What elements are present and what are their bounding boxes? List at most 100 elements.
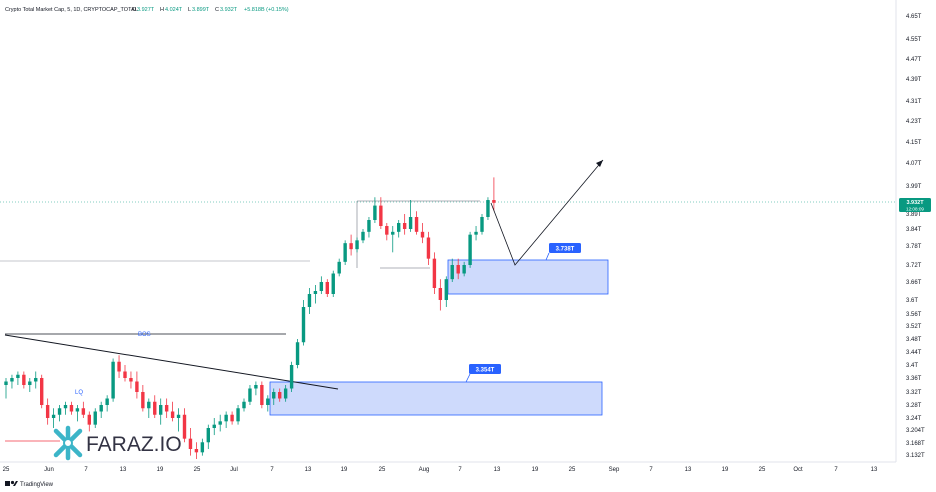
candle-body: [176, 414, 181, 418]
candle: [230, 411, 234, 425]
current-price-tag: 3.932T 12:08:09: [899, 198, 931, 212]
candle-body: [397, 223, 401, 232]
candle-body: [373, 205, 377, 220]
price-axis[interactable]: 4.65T 4.55T 4.47T 4.39T 4.31T 4.23T 4.15T 4.07T…: [906, 14, 925, 459]
time-tick-label: 19: [157, 467, 164, 473]
price-tick-label: 3.32T: [906, 390, 922, 396]
candle-body: [438, 288, 443, 300]
descending-trendline[interactable]: [4, 334, 339, 390]
open-label: O: [132, 7, 137, 13]
candle-body: [218, 421, 222, 425]
candle-body: [480, 217, 484, 232]
candle: [69, 401, 74, 415]
candle: [361, 229, 365, 244]
candle-body: [319, 282, 324, 291]
candle-body: [81, 408, 86, 415]
candle: [194, 442, 199, 459]
candle: [325, 279, 329, 297]
demand-zone-lower[interactable]: [269, 381, 603, 416]
time-tick-label: 19: [532, 467, 539, 473]
candle-body: [159, 405, 163, 415]
price-tick-label: 4.55T: [906, 37, 922, 43]
candle-body: [289, 365, 294, 389]
candle-body: [283, 388, 288, 399]
demand-zone-upper[interactable]: [447, 259, 609, 295]
time-tick-label: 13: [494, 467, 501, 473]
candle: [397, 220, 401, 238]
candle-body: [432, 258, 437, 288]
candle: [182, 408, 187, 443]
price-tick-label: 4.31T: [906, 99, 922, 105]
candle-body: [123, 371, 127, 378]
price-tick-label: 3.66T: [906, 280, 922, 286]
candle-body: [40, 378, 44, 405]
candle-body: [99, 405, 103, 412]
price-tick-label: 4.15T: [906, 140, 922, 146]
price-tick-label: 3.36T: [906, 376, 922, 382]
candle-body: [355, 240, 359, 250]
candle: [408, 200, 413, 232]
candle-body: [260, 385, 264, 405]
candle-body: [361, 231, 365, 241]
price-tick-label: 3.52T: [906, 324, 922, 330]
candle: [468, 231, 472, 268]
candle-body: [93, 411, 97, 425]
low-value: 3.899T: [192, 7, 210, 13]
candle: [385, 223, 389, 241]
time-tick-label: 7: [458, 467, 462, 473]
price-tag-countdown: 12:08:09: [906, 207, 924, 212]
candle-body: [147, 401, 151, 409]
candle: [117, 355, 121, 378]
candle-body: [135, 381, 139, 392]
candle: [212, 418, 216, 436]
candle-body: [337, 261, 341, 274]
price-tick-label: 3.44T: [906, 350, 922, 356]
candle-body: [63, 405, 68, 409]
candle: [313, 285, 318, 304]
tradingview-brand: TradingView: [20, 482, 54, 488]
price-tick-label: 3.84T: [906, 227, 922, 233]
candle: [93, 408, 97, 428]
time-tick-label: Sep: [609, 467, 620, 473]
price-tick-label: 4.47T: [906, 57, 922, 63]
projection-path[interactable]: [490, 159, 604, 266]
candle-body: [69, 405, 74, 412]
candle: [474, 226, 478, 241]
zone-upper-callout: 3.738T: [545, 243, 581, 261]
candle-body: [486, 200, 490, 217]
candle-body: [45, 405, 50, 418]
candle: [51, 408, 56, 428]
open-value: 3.927T: [137, 7, 155, 13]
candle: [414, 211, 419, 235]
candle: [426, 231, 431, 265]
price-tick-label: 3.168T: [906, 441, 925, 447]
price-tick-label: 3.48T: [906, 337, 922, 343]
low-label: L: [188, 7, 191, 13]
candle: [10, 374, 14, 389]
time-tick-label: 25: [569, 467, 576, 473]
candle-body: [34, 378, 38, 382]
candle: [188, 428, 193, 456]
price-tick-label: 4.07T: [906, 161, 922, 167]
candle: [373, 197, 377, 223]
candle: [141, 385, 145, 412]
candle: [367, 217, 371, 238]
price-tick-label: 3.99T: [906, 184, 922, 190]
logo-mark-icon: [53, 425, 83, 461]
time-tick-label: Jun: [44, 467, 54, 473]
candle: [111, 358, 115, 402]
candle-body: [4, 381, 8, 385]
candle-body: [414, 217, 419, 232]
candle-body: [22, 374, 26, 385]
time-axis[interactable]: 25 Jun 7 13 19 25 Jul 7 13 19 25 Aug 7 13 19 25 Sep 7 13 19…: [3, 467, 878, 473]
tradingview-footer: TradingView: [5, 480, 54, 488]
change-value: +5.818B (+0.15%): [244, 7, 289, 13]
candle-body: [254, 385, 258, 389]
price-tick-label: 3.78T: [906, 244, 922, 250]
time-tick-label: 7: [834, 467, 838, 473]
candle-body: [141, 392, 145, 409]
candle-body: [420, 231, 425, 238]
candle-body: [182, 414, 187, 439]
candle-body: [408, 217, 413, 229]
